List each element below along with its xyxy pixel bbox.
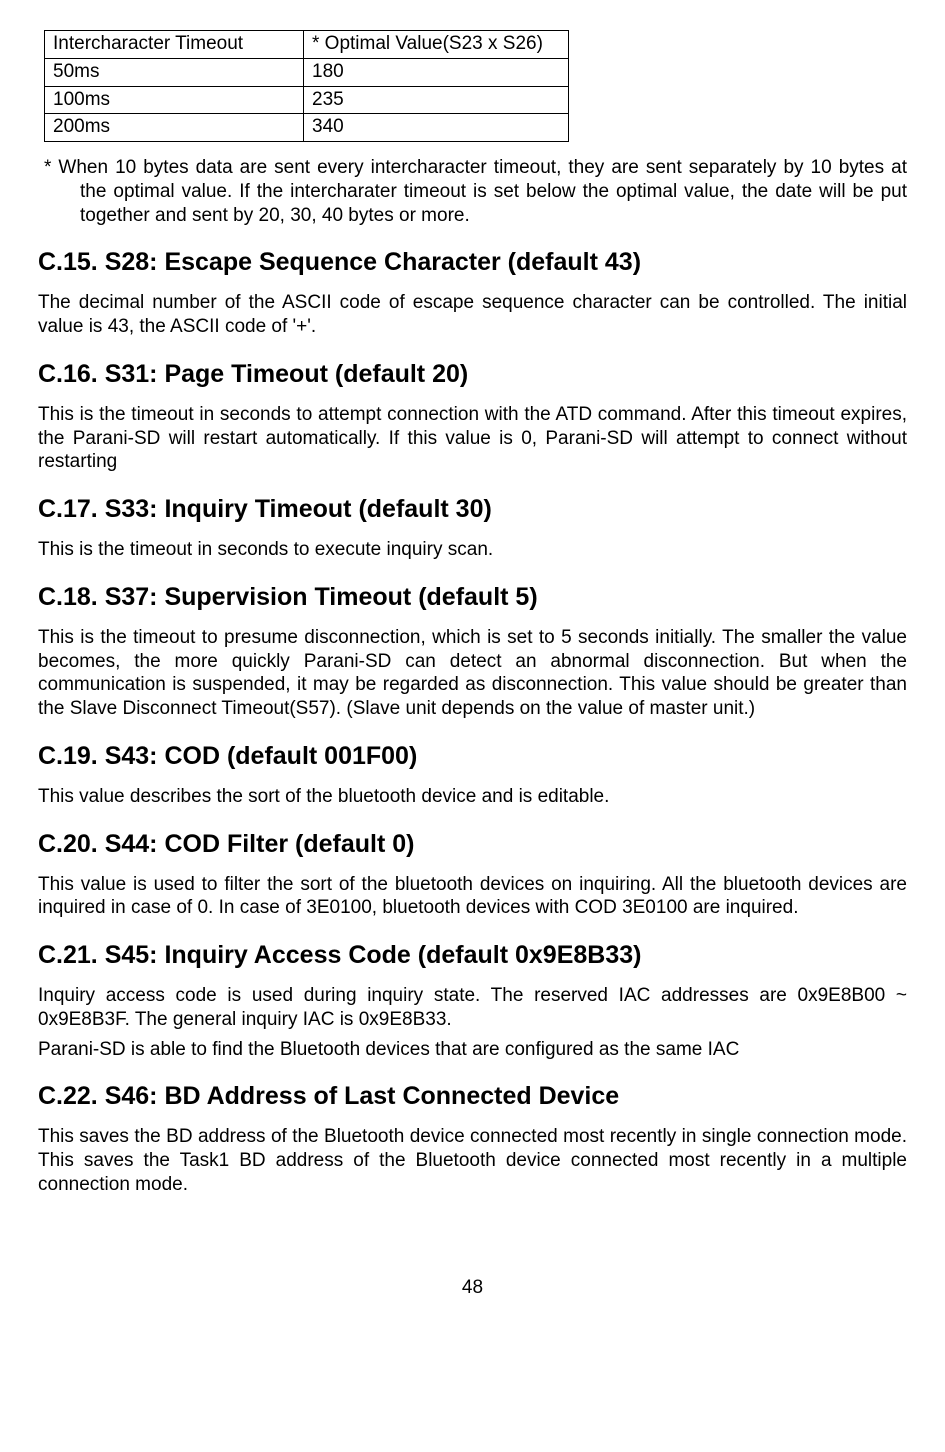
table-header-cell: * Optimal Value(S23 x S26) [304,31,569,59]
table-cell: 235 [304,86,569,114]
table-row: 50ms 180 [45,58,569,86]
section-body-text: This value describes the sort of the blu… [38,785,907,809]
table-header-cell: Intercharacter Timeout [45,31,304,59]
table-row: 100ms 235 [45,86,569,114]
table-cell: 50ms [45,58,304,86]
table-footnote: * When 10 bytes data are sent every inte… [38,156,907,227]
section-body-text: This is the timeout to presume disconnec… [38,626,907,721]
table-cell: 100ms [45,86,304,114]
section-body-text: This value is used to filter the sort of… [38,873,907,921]
section-heading-c21: C.21. S45: Inquiry Access Code (default … [38,940,907,970]
section-body-text: This is the timeout in seconds to execut… [38,538,907,562]
table-cell: 200ms [45,114,304,142]
section-body-text: Inquiry access code is used during inqui… [38,984,907,1032]
section-heading-c17: C.17. S33: Inquiry Timeout (default 30) [38,494,907,524]
section-heading-c22: C.22. S46: BD Address of Last Connected … [38,1081,907,1111]
section-body-text: This saves the BD address of the Bluetoo… [38,1125,907,1196]
intercharacter-timeout-table: Intercharacter Timeout * Optimal Value(S… [44,30,569,142]
section-body-text: The decimal number of the ASCII code of … [38,291,907,339]
table-row: 200ms 340 [45,114,569,142]
table-cell: 340 [304,114,569,142]
section-heading-c18: C.18. S37: Supervision Timeout (default … [38,582,907,612]
section-heading-c15: C.15. S28: Escape Sequence Character (de… [38,247,907,277]
section-heading-c20: C.20. S44: COD Filter (default 0) [38,829,907,859]
section-heading-c19: C.19. S43: COD (default 001F00) [38,741,907,771]
table-cell: 180 [304,58,569,86]
section-body-text: Parani-SD is able to find the Bluetooth … [38,1038,907,1062]
table-header-row: Intercharacter Timeout * Optimal Value(S… [45,31,569,59]
section-body-text: This is the timeout in seconds to attemp… [38,403,907,474]
section-heading-c16: C.16. S31: Page Timeout (default 20) [38,359,907,389]
page-number: 48 [38,1277,907,1300]
